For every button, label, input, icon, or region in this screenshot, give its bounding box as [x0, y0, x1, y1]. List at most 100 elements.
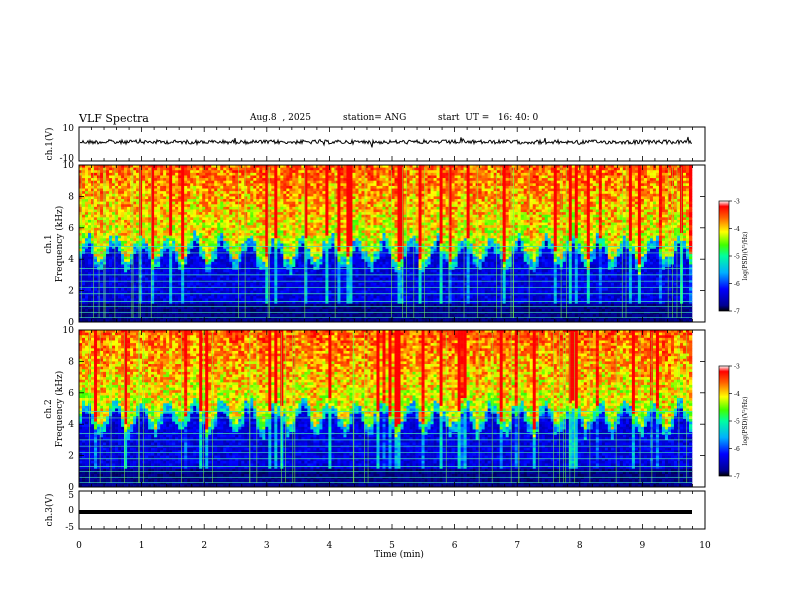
- spectrogram-cell: [196, 295, 200, 299]
- spectrogram-cell: [253, 298, 257, 302]
- spectrogram-cell: [241, 269, 245, 273]
- spectrogram-cell: [82, 193, 86, 197]
- spectrogram-cell: [262, 214, 266, 218]
- spectrogram-cell: [232, 246, 236, 250]
- spectrogram-cell: [79, 185, 83, 189]
- spectrogram-cell: [253, 311, 257, 315]
- spectrogram-cell: [169, 287, 173, 291]
- spectrogram-cell: [211, 261, 215, 265]
- spectrogram-cell: [235, 191, 239, 195]
- spectrogram-cell: [106, 178, 110, 181]
- spectrogram-cell: [190, 212, 194, 216]
- spectrogram-cell: [199, 243, 203, 247]
- spectrogram-cell: [259, 277, 263, 281]
- spectrogram-cell: [187, 290, 191, 294]
- spectrogram-cell: [214, 319, 218, 323]
- spectrogram-cell: [205, 314, 209, 318]
- spectrogram-cell: [310, 178, 314, 181]
- spectrogram-cell: [103, 214, 107, 218]
- spectrogram-cell: [163, 295, 167, 299]
- spectrogram-cell: [193, 314, 197, 318]
- spectrogram-cell: [190, 285, 194, 289]
- spectrogram-cell: [250, 167, 254, 171]
- spectrogram-cell: [175, 243, 179, 247]
- spectrogram-cell: [313, 193, 317, 197]
- spectrogram-cell: [307, 209, 311, 213]
- spectrogram-cell: [319, 269, 323, 273]
- spectrogram-cell: [154, 238, 158, 242]
- spectrogram-cell: [193, 214, 197, 218]
- spectrogram-cell: [82, 214, 86, 218]
- spectrogram-cell: [220, 240, 224, 244]
- spectrogram-cell: [112, 311, 116, 315]
- spectrogram-cell: [175, 204, 179, 208]
- spectrogram-cell: [193, 277, 197, 281]
- spectrogram-cell: [148, 259, 152, 263]
- spectrogram-cell: [217, 212, 221, 216]
- spectrogram-cell: [94, 272, 98, 276]
- spectrogram-cell: [106, 219, 110, 223]
- spectrogram-cell: [175, 290, 179, 294]
- spectrogram-cell: [277, 303, 281, 307]
- spectrogram-cell: [202, 306, 206, 310]
- spectrogram-cell: [223, 240, 227, 244]
- spectrogram-cell: [103, 212, 107, 216]
- spectrogram-cell: [283, 293, 287, 297]
- spectrogram-cell: [238, 165, 242, 168]
- spectrogram-cell: [115, 233, 119, 236]
- spectrogram-cell: [223, 277, 227, 281]
- spectrogram-cell: [199, 316, 203, 320]
- spectrogram-cell: [97, 298, 101, 302]
- spectrogram-cell: [151, 248, 155, 252]
- spectrogram-cell: [220, 311, 224, 315]
- spectrogram-cell: [280, 272, 284, 276]
- spectrogram-cell: [133, 219, 137, 223]
- spectrogram-cell: [175, 253, 179, 257]
- spectrogram-cell: [274, 256, 278, 260]
- spectrogram-cell: [235, 212, 239, 216]
- spectrogram-cell: [94, 259, 98, 263]
- spectrogram-cell: [262, 188, 266, 192]
- spectrogram-cell: [316, 175, 320, 179]
- spectrogram-cell: [175, 227, 179, 231]
- spectrogram-cell: [307, 225, 311, 229]
- spectrogram-cell: [142, 311, 146, 315]
- spectrogram-cell: [217, 256, 221, 260]
- spectrogram-cell: [298, 183, 302, 187]
- spectrogram-cell: [298, 204, 302, 208]
- spectrogram-cell: [223, 178, 227, 181]
- spectrogram-cell: [124, 225, 128, 229]
- spectrogram-cell: [247, 248, 251, 252]
- spectrogram-cell: [94, 280, 98, 284]
- spectrogram-cell: [124, 230, 128, 234]
- spectrogram-cell: [172, 319, 176, 323]
- spectrogram-cell: [181, 316, 185, 320]
- spectrogram-cell: [271, 217, 275, 221]
- spectrogram-cell: [145, 274, 149, 278]
- spectrogram-cell: [163, 180, 167, 184]
- spectrogram-cell: [322, 167, 326, 171]
- spectrogram-cell: [121, 280, 125, 284]
- spectrogram-cell: [190, 256, 194, 260]
- spectrogram-cell: [187, 272, 191, 276]
- spectrogram-cell: [205, 196, 209, 200]
- spectrogram-cell: [244, 185, 248, 189]
- spectrogram-cell: [259, 316, 263, 320]
- spectrogram-cell: [307, 274, 311, 278]
- spectrogram-cell: [115, 256, 119, 260]
- spectrogram-cell: [103, 293, 107, 297]
- spectrogram-cell: [205, 175, 209, 179]
- spectrogram-cell: [211, 293, 215, 297]
- spectrogram-cell: [88, 201, 92, 205]
- spectrogram-cell: [103, 256, 107, 260]
- spectrogram-cell: [187, 180, 191, 184]
- spectrogram-cell: [184, 259, 188, 263]
- spectrogram-cell: [310, 259, 314, 263]
- spectrogram-cell: [244, 193, 248, 197]
- spectrogram-cell: [94, 264, 98, 268]
- spectrogram-cell: [235, 227, 239, 231]
- spectrogram-cell: [283, 167, 287, 171]
- spectrogram-cell: [82, 311, 86, 315]
- spectrogram-cell: [217, 293, 221, 297]
- spectrogram-cell: [163, 206, 167, 210]
